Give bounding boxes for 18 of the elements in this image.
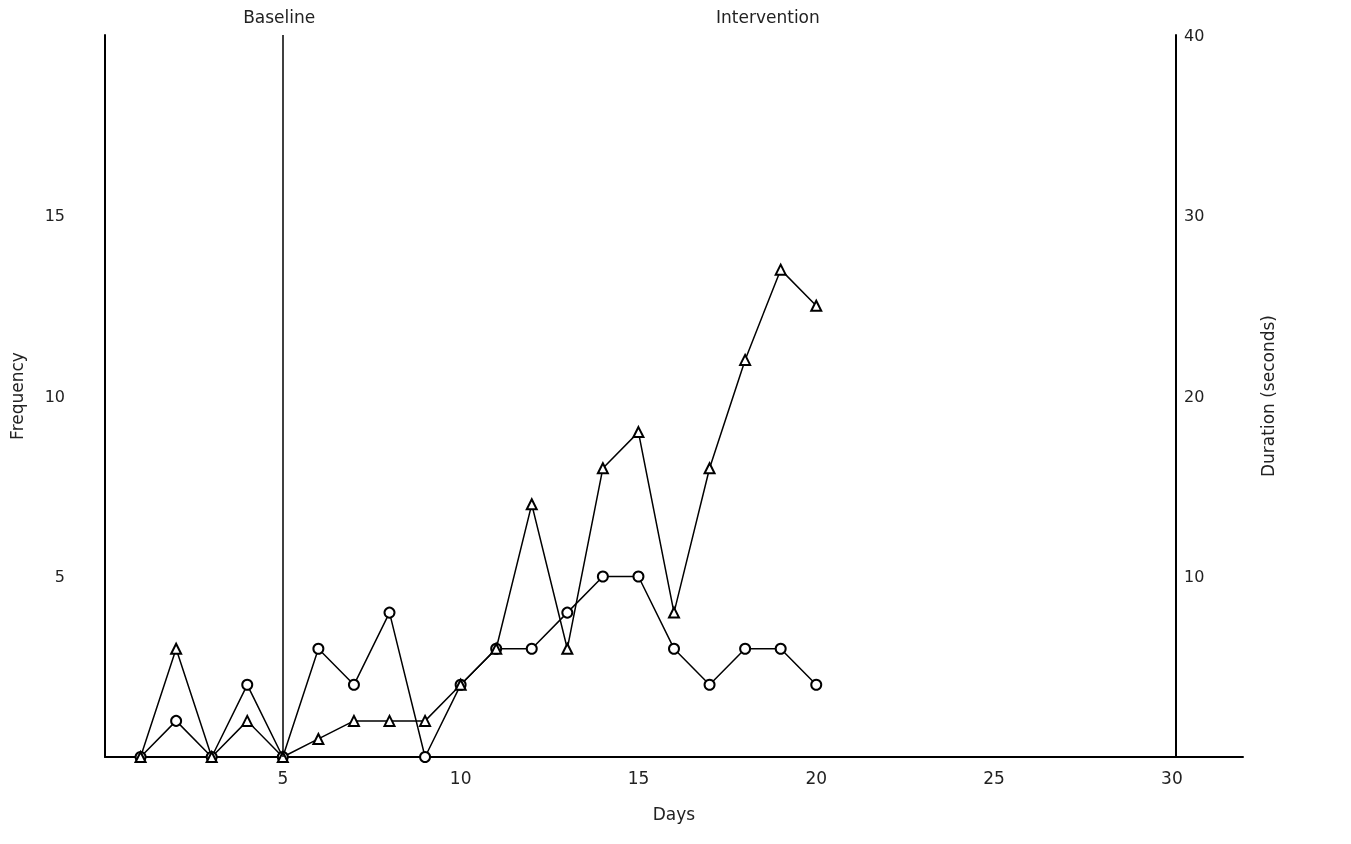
x-tick-label: 5 — [277, 767, 289, 788]
y2-tick-label: 10 — [1184, 567, 1205, 586]
x-tick-label: 25 — [983, 767, 1005, 788]
text: Baseline — [243, 6, 316, 27]
text: Intervention — [716, 6, 820, 27]
y2-axis-title: Duration (seconds) — [1257, 315, 1278, 477]
x-tick-label: 10 — [449, 767, 472, 788]
x-tick-label: 30 — [1161, 767, 1183, 788]
y-tick-label: 10 — [44, 386, 65, 406]
y-axis-title: Frequency — [6, 352, 27, 440]
y2-tick-label: 20 — [1184, 386, 1205, 406]
y2-tick-label: 40 — [1184, 25, 1205, 45]
y-tick-label: 5 — [54, 567, 65, 586]
x-axis-title: Days — [652, 803, 696, 824]
x-tick-label: 20 — [805, 767, 828, 788]
y-tick-label: 15 — [44, 206, 65, 225]
x-tick-label: 15 — [627, 767, 650, 788]
y2-tick-label: 30 — [1184, 206, 1205, 225]
